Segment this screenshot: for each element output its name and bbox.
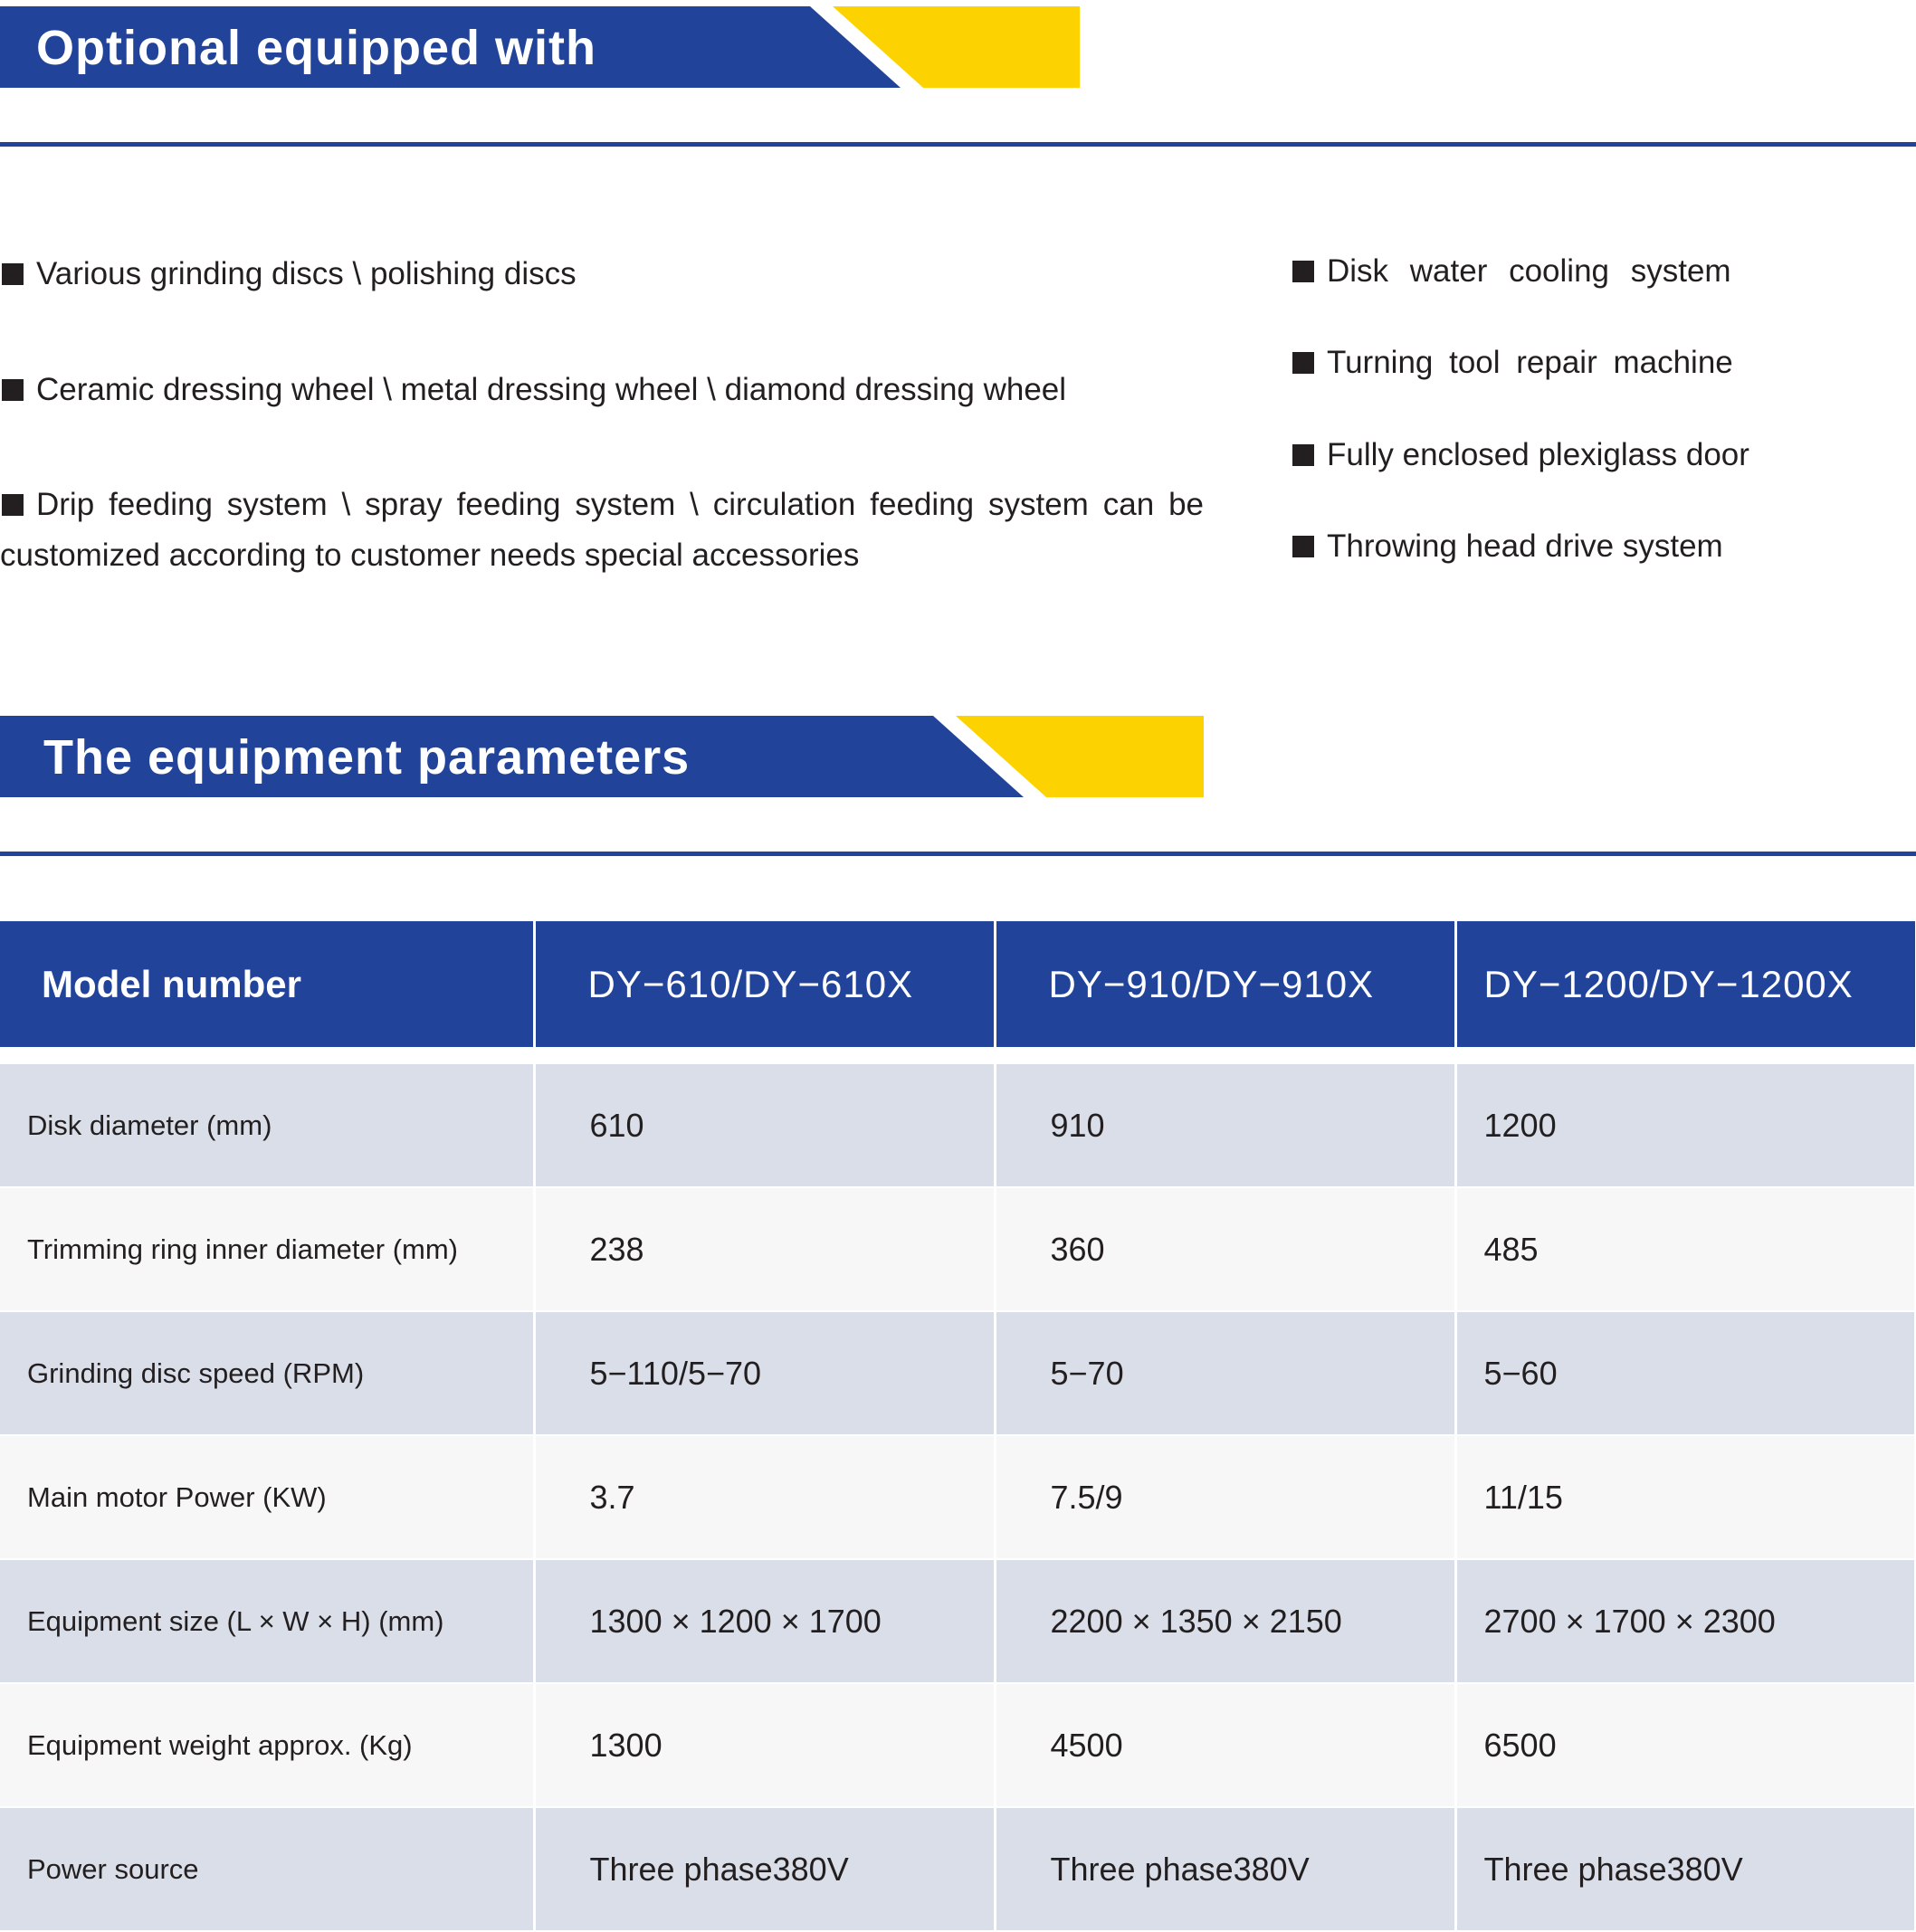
divider <box>0 852 1916 856</box>
section-banner-parameters: The equipment parameters <box>0 716 1213 797</box>
cell-value: 7.5/9 <box>995 1435 1457 1560</box>
cell-value: Three phase380V <box>1455 1807 1916 1932</box>
cell-value: 1300 × 1200 × 1700 <box>534 1559 996 1684</box>
cell-value: 2700 × 1700 × 2300 <box>1455 1559 1916 1684</box>
cell-value: 360 <box>995 1187 1457 1312</box>
square-bullet-icon <box>1292 444 1314 466</box>
table-row: Disk diameter (mm) 610 910 1200 <box>0 1064 1916 1188</box>
table-row: Trimming ring inner diameter (mm) 238 360 4… <box>0 1187 1916 1312</box>
list-item: Turning tool repair machine <box>1292 338 1733 388</box>
square-bullet-icon <box>1292 261 1314 282</box>
row-label: Main motor Power (KW) <box>0 1435 536 1560</box>
cell-value: 4500 <box>995 1683 1457 1808</box>
cell-value: Three phase380V <box>995 1807 1457 1932</box>
cell-value: 6500 <box>1455 1683 1916 1808</box>
cell-value: 1300 <box>534 1683 996 1808</box>
list-item: Throwing head drive system <box>1292 521 1723 572</box>
banner-shape <box>0 6 1080 88</box>
section-title: Optional equipped with <box>36 21 596 75</box>
cell-value: 11/15 <box>1455 1435 1916 1560</box>
cell-value: Three phase380V <box>534 1807 996 1932</box>
cell-value: 1200 <box>1455 1064 1916 1188</box>
cell-value: 910 <box>995 1064 1457 1188</box>
cell-value: 485 <box>1455 1187 1916 1312</box>
list-item: Ceramic dressing wheel \ metal dressing … <box>2 365 1066 415</box>
cell-value: 5−70 <box>995 1311 1457 1436</box>
header-cell: DY−910/DY−910X <box>995 921 1457 1047</box>
square-bullet-icon <box>2 379 24 401</box>
header-cell: Model number <box>0 921 536 1047</box>
section-banner-optional: Optional equipped with <box>0 6 1086 88</box>
list-item: Fully enclosed plexiglass door <box>1292 430 1749 481</box>
list-item: Various grinding discs \ polishing discs <box>2 249 577 300</box>
row-label: Equipment size (L × W × H) (mm) <box>0 1559 536 1684</box>
table-row: Equipment size (L × W × H) (mm) 1300 × 12… <box>0 1559 1916 1684</box>
table-row: Grinding disc speed (RPM) 5−110/5−70 5−70 5… <box>0 1311 1916 1436</box>
cell-value: 2200 × 1350 × 2150 <box>995 1559 1457 1684</box>
square-bullet-icon <box>2 263 24 285</box>
header-cell: DY−610/DY−610X <box>534 921 996 1047</box>
row-label: Disk diameter (mm) <box>0 1064 536 1188</box>
table-row: Main motor Power (KW) 3.7 7.5/9 11/15 <box>0 1435 1916 1560</box>
table-header-row: Model number DY−610/DY−610X DY−910/DY−91… <box>0 921 1915 1047</box>
cell-value: 5−60 <box>1455 1311 1916 1436</box>
divider <box>0 142 1916 147</box>
table-row: Equipment weight approx. (Kg) 1300 4500 650… <box>0 1683 1916 1808</box>
row-label: Equipment weight approx. (Kg) <box>0 1683 536 1808</box>
cell-value: 238 <box>534 1187 996 1312</box>
row-label: Power source <box>0 1807 536 1932</box>
cell-value: 3.7 <box>534 1435 996 1560</box>
table-row: Power source Three phase380V Three phase38… <box>0 1807 1916 1932</box>
square-bullet-icon <box>2 494 24 516</box>
row-label: Trimming ring inner diameter (mm) <box>0 1187 536 1312</box>
cell-value: 5−110/5−70 <box>534 1311 996 1436</box>
cell-value: 610 <box>534 1064 996 1188</box>
row-label: Grinding disc speed (RPM) <box>0 1311 536 1436</box>
banner-shape <box>0 716 1204 797</box>
square-bullet-icon <box>1292 536 1314 557</box>
header-cell: DY−1200/DY−1200X <box>1455 921 1915 1047</box>
list-item: Disk water cooling system <box>1292 246 1731 297</box>
section-title: The equipment parameters <box>43 730 691 785</box>
list-item: Drip feeding system \ spray feeding syst… <box>0 487 1204 573</box>
parameters-table: Model number DY−610/DY−610X DY−910/DY−91… <box>0 921 1916 1932</box>
square-bullet-icon <box>1292 352 1314 374</box>
